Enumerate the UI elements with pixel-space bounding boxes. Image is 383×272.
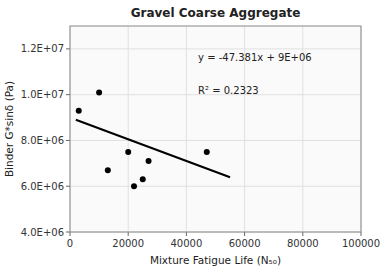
tick-x	[70, 232, 71, 236]
tick-x	[302, 232, 303, 236]
scatter-point	[146, 158, 152, 164]
scatter-point	[204, 149, 210, 155]
tick-x	[361, 232, 362, 236]
scatter-point	[125, 149, 131, 155]
tick-y	[66, 48, 70, 49]
grid-line-y	[70, 186, 361, 187]
y-axis-label: Binder G*sinδ (Pa)	[3, 81, 15, 177]
scatter-point	[96, 89, 102, 95]
tick-label-y: 8.0E+06	[21, 135, 64, 146]
plot-area	[70, 26, 361, 232]
tick-label-y: 6.0E+06	[21, 181, 64, 192]
tick-label-x: 20000	[112, 238, 144, 249]
tick-y	[66, 232, 70, 233]
grid-line-x	[186, 26, 187, 232]
tick-y	[66, 94, 70, 95]
tick-label-x: 40000	[170, 238, 202, 249]
tick-label-x: 80000	[287, 238, 319, 249]
tick-x	[244, 232, 245, 236]
tick-y	[66, 140, 70, 141]
chart: 0 20000 40000 60000 80000 100000 4.0E+06 6.0E+0…	[0, 0, 383, 272]
grid-line-y	[70, 140, 361, 141]
tick-label-x: 100000	[342, 238, 380, 249]
grid	[70, 26, 361, 232]
regression-line	[76, 120, 230, 177]
grid-line-x	[128, 26, 129, 232]
data	[76, 89, 230, 189]
annotation: y = -47.381x + 9E+06	[198, 52, 312, 63]
tick-label-y: 4.0E+06	[21, 227, 64, 238]
title: Gravel Coarse Aggregate	[131, 6, 301, 20]
scatter-point	[131, 183, 137, 189]
tick-label-y: 1.2E+07	[21, 43, 64, 54]
scatter-point	[105, 167, 111, 173]
x-axis-label: Mixture Fatigue Life (N₅₀)	[150, 254, 281, 266]
plot-frame	[70, 26, 361, 232]
tick-y	[66, 186, 70, 187]
annotation: R² = 0.2323	[198, 85, 259, 96]
tick-x	[186, 232, 187, 236]
axes: 0 20000 40000 60000 80000 100000 4.0E+06 6.0E+0…	[21, 26, 380, 249]
tick-label-y: 1.0E+07	[21, 89, 64, 100]
grid-line-y	[70, 48, 361, 49]
tick-label-x: 0	[67, 238, 73, 249]
scatter-point	[140, 176, 146, 182]
tick-x	[128, 232, 129, 236]
scatter-point	[76, 108, 82, 114]
tick-label-x: 60000	[229, 238, 261, 249]
